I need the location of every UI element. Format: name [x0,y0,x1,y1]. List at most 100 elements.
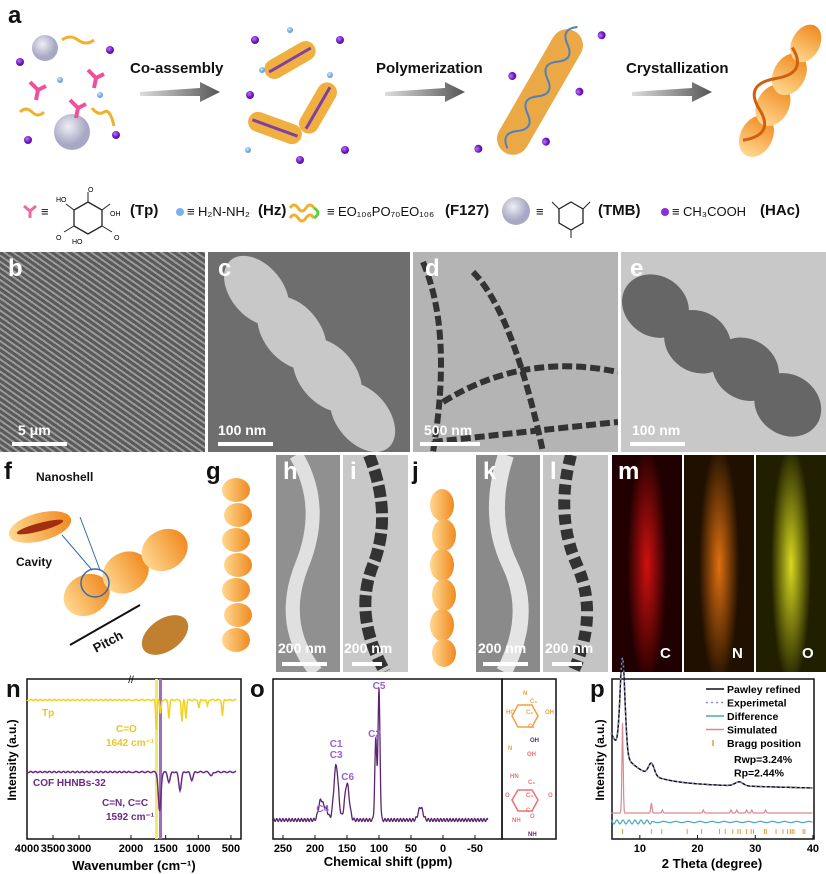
sem-image-c [208,252,410,452]
fit-statistic: Rp=2.44% [734,768,785,780]
hac-label: (HAc) [760,202,800,219]
panel-label-l: l [550,458,557,485]
eds-map-o [756,455,826,672]
arrow-icon [632,82,712,102]
element-label-n: N [732,645,743,662]
scale-label: 200 nm [344,640,393,656]
step-co-assembly: Co-assembly [130,60,224,77]
x-tick-label: 30 [749,843,761,855]
peak-label: C6 [341,772,354,783]
panel-label-b: b [8,255,23,282]
panel-label-f: f [4,458,12,485]
helix-model-j [430,489,456,667]
structure-atom: NH [512,818,521,824]
peak-label: C2 [368,729,381,740]
step-polymerization: Polymerization [376,60,483,77]
scale-label: 200 nm [478,640,527,656]
x-tick-label: 2000 [119,843,143,855]
tp-label: (Tp) [130,202,159,219]
f127-symbol-icon [288,203,320,223]
element-label-c: C [660,645,671,662]
peak-label: C1 [330,739,343,750]
tem-image-i [343,455,408,672]
structure-atom: O [548,793,553,799]
scale-label: 5 μm [18,422,51,438]
cavity-label: Cavity [16,555,53,569]
x-tick-label: -50 [467,843,483,855]
scale-label: 100 nm [632,422,681,438]
panel-label-a: a [8,2,22,29]
x-tick-label: 500 [222,843,240,855]
peak-label: C5 [373,681,386,692]
polymerized-helix [474,26,606,155]
x-tick-label: 3000 [67,843,91,855]
annotation-cn-wavenumber: 1592 cm⁻¹ [106,812,155,823]
annotation-co: C=O [116,724,137,735]
scale-bar [352,662,382,666]
tp-structure: HO OH HO O O O [56,187,121,246]
peak-label: C4 [316,804,329,815]
x-tick-label: 10 [634,843,646,855]
eds-map-n [684,455,754,672]
ir-plot-frame [26,678,242,840]
tem-image-e [621,252,826,452]
equiv-sign: ≡ [187,204,195,219]
peak-label: C3 [330,750,343,761]
x-tick-label: 0 [440,843,446,855]
legend-label: Difference [727,711,779,723]
tp-symbol-icon [23,204,37,218]
helix-model-g [222,478,252,652]
panel-label-k: k [483,458,497,485]
series-label-tp: Tp [42,708,54,719]
pitch-arrow [69,604,141,646]
atom-label: HO [72,239,83,246]
nanoshell-label: Nanoshell [36,470,94,484]
panel-label-e: e [630,255,644,282]
panel-label-c: c [218,255,232,282]
reactants-mixture [16,35,120,150]
xrd-ylabel: Intensity (a.u.) [593,719,607,800]
ir-series-tp [26,697,237,731]
tmb-structure [551,201,591,238]
panel-label-m: m [618,458,640,485]
hac-symbol-icon [661,208,669,216]
tmb-label: (TMB) [598,202,641,219]
structure-atom: N [523,691,527,697]
nmr-plot-frame [272,678,503,840]
ring-top [511,704,539,728]
sem-image-h [276,455,340,672]
scale-label: 200 nm [278,640,327,656]
scale-label: 200 nm [545,640,594,656]
xrd-plot-frame [611,678,815,840]
eds-map-c [612,455,682,672]
structure-atom: OH [527,752,536,758]
tem-image-l [543,455,608,672]
scale-bar [218,442,273,446]
structure-atom: N [508,746,512,752]
crystalline-helix [739,24,822,157]
equiv-sign: ≡ [536,204,544,219]
atom-label: HO [56,197,67,204]
sem-image-k [476,455,540,672]
atom-label: O [88,187,94,194]
structure-atom: NH [528,832,537,838]
panel-label-h: h [283,458,298,485]
structure-frame [501,678,557,840]
micelle-rods [245,27,349,164]
atom-label: O [114,235,120,242]
scale-bar [483,662,528,666]
cn-band-marker [159,679,162,839]
fit-statistic: Rwp=3.24% [734,754,793,766]
x-tick-label: 100 [370,843,388,855]
structure-atom: HO [506,710,515,716]
structure-atom: C₃ [526,793,533,799]
legend-label: Pawley refined [727,684,801,696]
assembly-scheme [16,24,822,164]
element-label-o: O [802,645,814,662]
f127-label: (F127) [445,202,490,219]
structure-atom: C₆ [528,780,535,786]
ir-series-cof [26,770,237,812]
scale-bar [12,442,67,446]
